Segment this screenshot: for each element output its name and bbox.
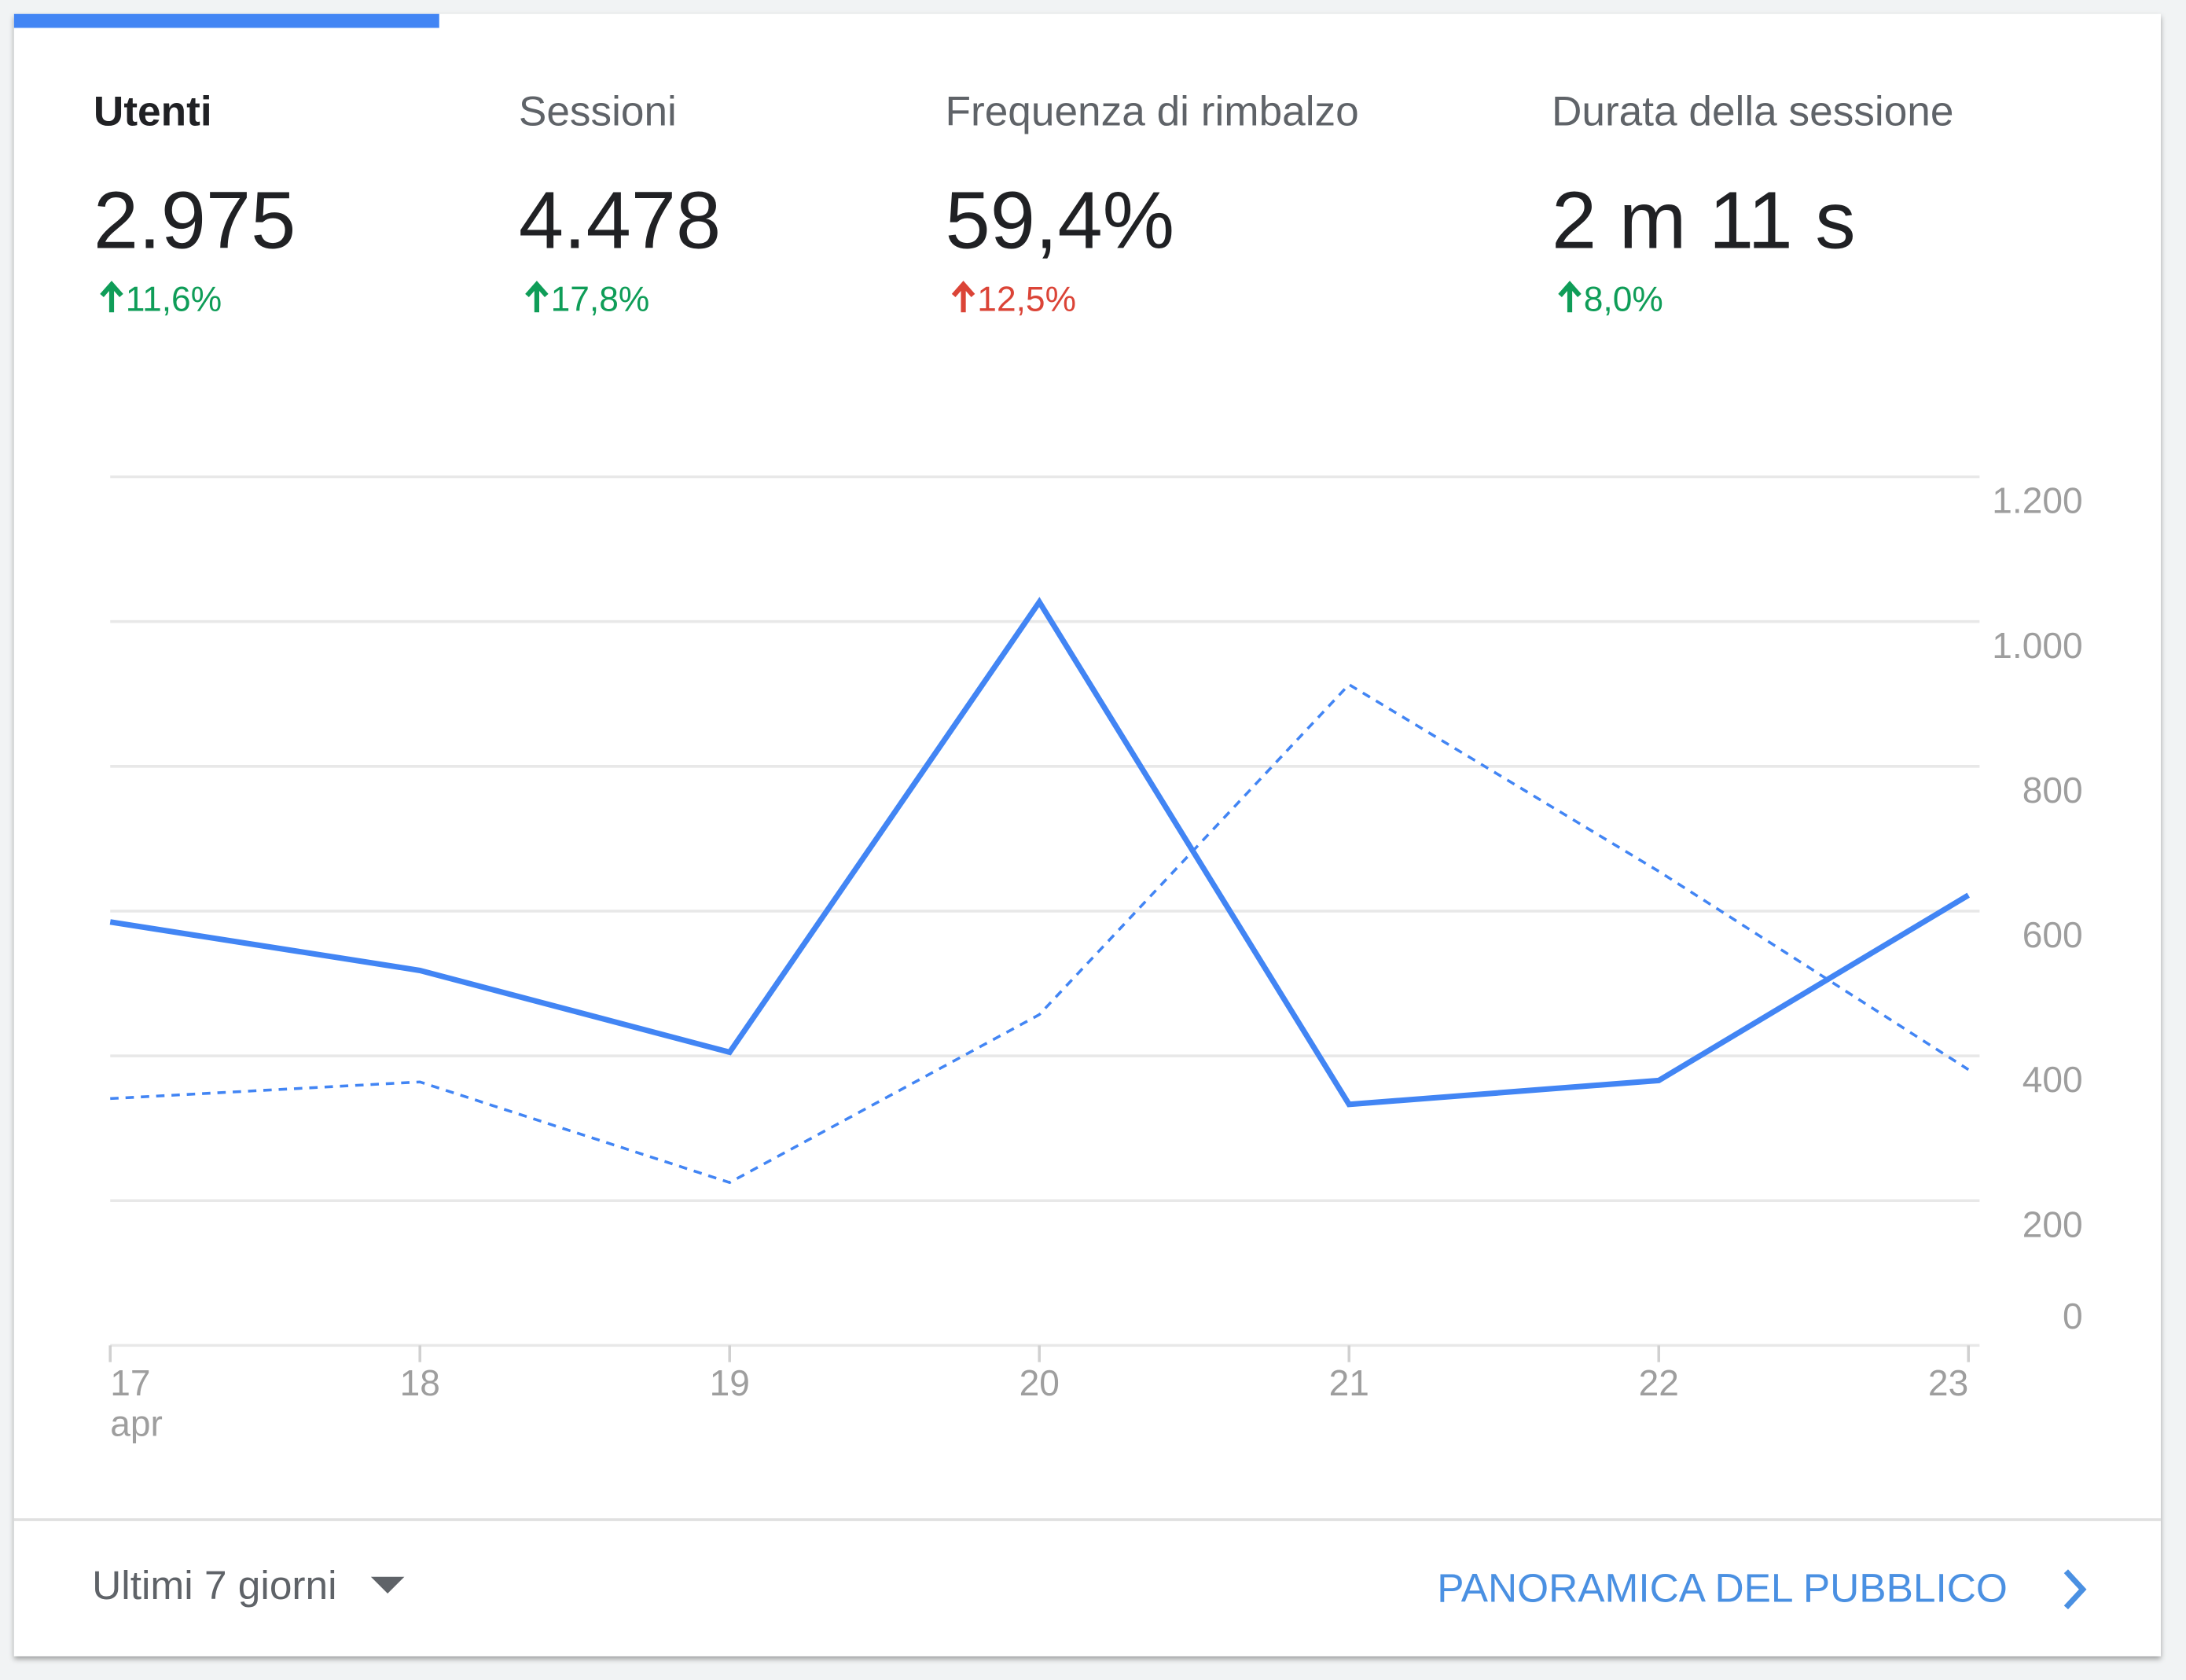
metric-tab[interactable]: Utenti 2.975 11,6% <box>94 89 296 319</box>
x-tick-label: 17 <box>110 1362 150 1403</box>
metric-label: Frequenza di rimbalzo <box>946 89 1359 135</box>
trend-arrow <box>951 281 975 313</box>
y-tick-label: 600 <box>2023 914 2083 955</box>
series-line <box>109 597 1971 1108</box>
x-tick-label: 19 <box>710 1362 750 1403</box>
metric-tab[interactable]: Durata della sessione 2 m 11 s 8,0% <box>1552 89 1954 319</box>
metric-change: 11,6% <box>126 280 222 318</box>
y-tick-label: 1.000 <box>1992 625 2082 666</box>
tab-indicator <box>13 13 439 28</box>
card <box>13 13 2161 1656</box>
metric-label: Durata della sessione <box>1552 89 1954 135</box>
y-tick-label: 1.200 <box>1992 480 2082 521</box>
comparison-line <box>110 682 1970 1185</box>
metric-value: 59,4% <box>946 175 1175 266</box>
x-tick-label: 21 <box>1329 1362 1369 1403</box>
metric-tab[interactable]: Frequenza di rimbalzo 59,4% 12,5% <box>946 89 1359 319</box>
x-tick-label: 20 <box>1020 1362 1060 1403</box>
y-tick-label: 400 <box>2023 1059 2083 1100</box>
y-tick-label: 200 <box>2023 1204 2083 1244</box>
metric-value: 2.975 <box>94 175 296 266</box>
x-tick-label: 23 <box>1928 1362 1968 1403</box>
dropdown-arrow <box>370 1576 405 1594</box>
metric-value: 4.478 <box>519 175 721 266</box>
link-label: PANORAMICA DEL PUBBLICO <box>1437 1565 2008 1611</box>
y-tick-label: 0 <box>2063 1296 2083 1336</box>
x-tick-label: 18 <box>400 1362 440 1403</box>
x-tick-label: 22 <box>1639 1362 1679 1403</box>
trend-arrow <box>525 281 549 313</box>
chevron <box>2063 1569 2087 1610</box>
range-dropdown[interactable]: Ultimi 7 giorni <box>92 1562 405 1608</box>
metric-label: Utenti <box>94 89 212 135</box>
audience-link[interactable]: PANORAMICA DEL PUBBLICO <box>1437 1565 2087 1611</box>
metric-change: 8,0% <box>1584 280 1663 318</box>
metric-change: 12,5% <box>977 280 1076 318</box>
metric-change: 17,8% <box>551 280 650 318</box>
metric-value: 2 m 11 s <box>1552 175 1856 266</box>
metric-label: Sessioni <box>519 89 677 135</box>
metric-tab[interactable]: Sessioni 4.478 17,8% <box>519 89 721 319</box>
trend-arrow <box>1558 281 1582 313</box>
y-tick-label: 800 <box>2023 770 2083 811</box>
trend-arrow <box>100 281 123 313</box>
x-month-label: apr <box>110 1403 163 1444</box>
range-label: Ultimi 7 giorni <box>92 1562 336 1608</box>
